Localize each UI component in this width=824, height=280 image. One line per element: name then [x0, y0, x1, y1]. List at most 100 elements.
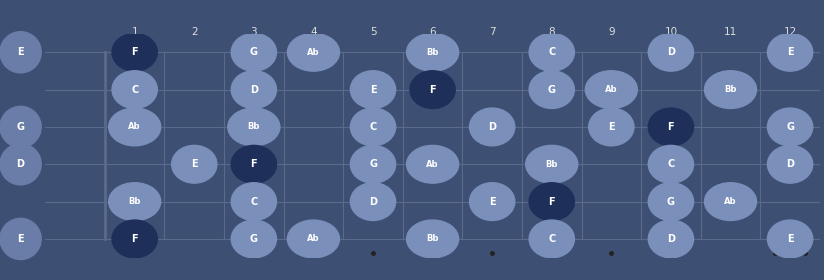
Text: F: F [549, 197, 555, 207]
Text: 1: 1 [131, 27, 138, 37]
Text: G: G [667, 197, 675, 207]
Text: Ab: Ab [307, 48, 320, 57]
Ellipse shape [767, 220, 812, 258]
Ellipse shape [648, 108, 694, 146]
Ellipse shape [350, 183, 396, 220]
Text: G: G [548, 85, 555, 95]
Text: 9: 9 [608, 27, 615, 37]
Ellipse shape [112, 220, 157, 258]
Ellipse shape [232, 71, 277, 108]
Text: C: C [548, 47, 555, 57]
Text: C: C [548, 234, 555, 244]
Ellipse shape [232, 145, 277, 183]
Ellipse shape [529, 183, 574, 220]
Text: 12: 12 [784, 27, 797, 37]
Text: D: D [667, 47, 675, 57]
Ellipse shape [588, 108, 634, 146]
Ellipse shape [0, 106, 41, 148]
Ellipse shape [232, 33, 277, 71]
Text: Bb: Bb [545, 160, 558, 169]
Text: 2: 2 [191, 27, 198, 37]
Ellipse shape [109, 183, 161, 220]
Text: Ab: Ab [307, 234, 320, 243]
Ellipse shape [470, 108, 515, 146]
Ellipse shape [0, 32, 41, 73]
Ellipse shape [705, 71, 756, 108]
Text: D: D [786, 159, 794, 169]
Text: F: F [429, 85, 436, 95]
Text: Bb: Bb [426, 48, 439, 57]
Ellipse shape [232, 183, 277, 220]
Ellipse shape [767, 145, 812, 183]
Text: E: E [17, 47, 24, 57]
Text: Bb: Bb [129, 197, 141, 206]
Text: F: F [131, 47, 138, 57]
Ellipse shape [350, 108, 396, 146]
Text: 5: 5 [370, 27, 377, 37]
Text: F: F [131, 234, 138, 244]
Text: D: D [369, 197, 377, 207]
Text: 3: 3 [250, 27, 257, 37]
Text: 7: 7 [489, 27, 495, 37]
Ellipse shape [526, 145, 578, 183]
Text: Ab: Ab [129, 122, 141, 131]
Text: 6: 6 [429, 27, 436, 37]
Text: D: D [667, 234, 675, 244]
Text: G: G [786, 122, 794, 132]
Ellipse shape [529, 71, 574, 108]
Ellipse shape [0, 144, 41, 185]
Text: E: E [191, 159, 198, 169]
Ellipse shape [470, 183, 515, 220]
Text: E: E [787, 47, 794, 57]
Text: C: C [369, 122, 377, 132]
Text: E: E [489, 197, 495, 207]
Text: C: C [131, 85, 138, 95]
Text: Ab: Ab [724, 197, 737, 206]
Text: F: F [250, 159, 257, 169]
Text: 11: 11 [723, 27, 737, 37]
Ellipse shape [112, 33, 157, 71]
Ellipse shape [410, 71, 455, 108]
Ellipse shape [109, 108, 161, 146]
Ellipse shape [227, 108, 280, 146]
Text: D: D [16, 159, 25, 169]
Ellipse shape [648, 183, 694, 220]
Ellipse shape [648, 145, 694, 183]
Text: D: D [488, 122, 496, 132]
Text: D: D [250, 85, 258, 95]
Text: G: G [250, 234, 258, 244]
Ellipse shape [0, 218, 41, 260]
Ellipse shape [585, 71, 638, 108]
Ellipse shape [288, 33, 339, 71]
Ellipse shape [350, 71, 396, 108]
Text: Ab: Ab [605, 85, 618, 94]
Ellipse shape [648, 220, 694, 258]
Text: Ab: Ab [426, 160, 439, 169]
Text: Bb: Bb [724, 85, 737, 94]
Ellipse shape [171, 145, 217, 183]
Text: 8: 8 [549, 27, 555, 37]
Ellipse shape [406, 145, 459, 183]
Text: F: F [667, 122, 674, 132]
Text: 10: 10 [664, 27, 677, 37]
Ellipse shape [406, 33, 459, 71]
Ellipse shape [406, 220, 459, 258]
Ellipse shape [767, 33, 812, 71]
Ellipse shape [648, 33, 694, 71]
Ellipse shape [529, 33, 574, 71]
Ellipse shape [350, 145, 396, 183]
Text: E: E [787, 234, 794, 244]
Text: 4: 4 [310, 27, 316, 37]
Ellipse shape [288, 220, 339, 258]
Ellipse shape [529, 220, 574, 258]
Text: E: E [17, 234, 24, 244]
Ellipse shape [767, 108, 812, 146]
Text: G: G [369, 159, 377, 169]
Text: Bb: Bb [426, 234, 439, 243]
Ellipse shape [232, 220, 277, 258]
Text: E: E [608, 122, 615, 132]
Text: E: E [370, 85, 377, 95]
Text: G: G [16, 122, 25, 132]
Text: Bb: Bb [248, 122, 260, 131]
Ellipse shape [112, 71, 157, 108]
